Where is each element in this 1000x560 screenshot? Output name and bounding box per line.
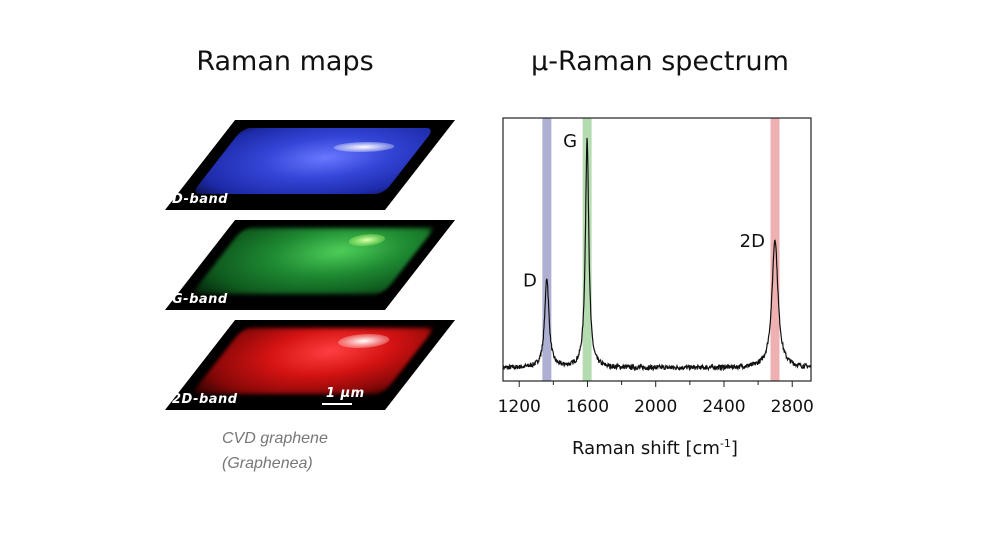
d-band-label: D-band <box>172 192 229 207</box>
x-axis-label-sup: -1 <box>719 437 731 450</box>
x-tick-label: 1600 <box>566 397 609 417</box>
scale-bar <box>322 403 352 405</box>
peak-label-2d: 2D <box>740 231 765 252</box>
caption: CVD graphene (Graphenea) <box>222 426 328 476</box>
band-d <box>542 118 552 381</box>
peak-label-g: G <box>563 131 577 152</box>
x-tick-label: 1200 <box>498 397 541 417</box>
x-axis-label-end: ] <box>730 438 738 459</box>
band-2d <box>770 118 780 381</box>
x-tick-label: 2400 <box>702 397 745 417</box>
plot-frame <box>502 117 812 382</box>
caption-line-1: CVD graphene <box>222 430 328 447</box>
scale-bar-label: 1 µm <box>326 386 365 401</box>
x-tick-label: 2000 <box>634 397 677 417</box>
g-band-label: G-band <box>172 292 228 307</box>
x-axis-label-text: Raman shift [cm <box>572 438 720 459</box>
caption-line-2: (Graphenea) <box>222 455 313 472</box>
spectrum-title: µ-Raman spectrum <box>531 46 789 77</box>
2d-band-label: 2D-band <box>172 392 238 407</box>
x-axis-label: Raman shift [cm-1] <box>520 437 790 459</box>
band-g <box>582 118 592 381</box>
raman-maps-title: Raman maps <box>196 46 374 77</box>
spectrum-line <box>502 137 812 372</box>
peak-label-d: D <box>523 270 537 291</box>
x-tick-label: 2800 <box>771 397 814 417</box>
